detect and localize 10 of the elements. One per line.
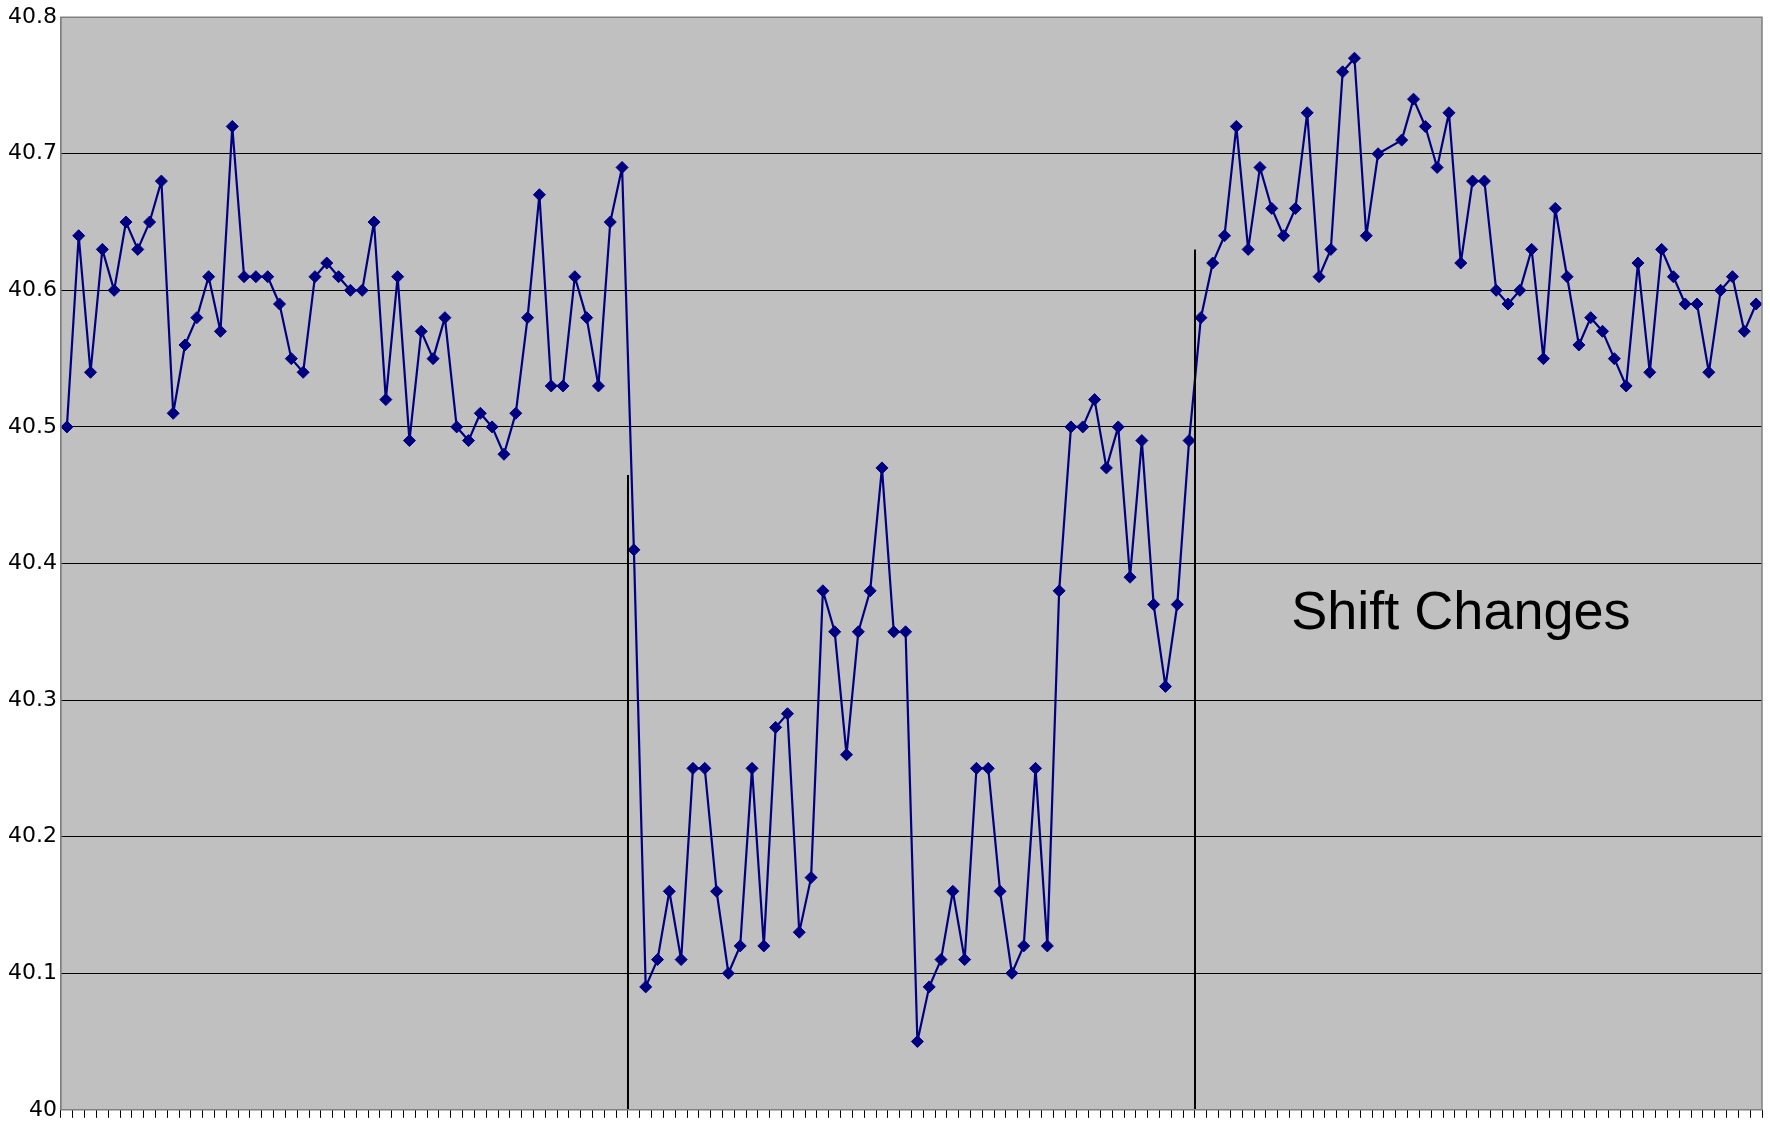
y-tick-label: 40 (28, 1095, 57, 1121)
y-tick-label: 40.2 (8, 822, 57, 848)
y-tick-label: 40.8 (8, 2, 57, 28)
y-tick-label: 40.3 (8, 685, 57, 711)
y-tick-label: 40.5 (8, 412, 57, 438)
y-tick-label: 40.6 (8, 276, 57, 302)
y-tick-label: 40.7 (8, 139, 57, 165)
y-tick-label: 40.1 (8, 958, 57, 984)
annotation: Shift Changes (1291, 579, 1631, 640)
y-tick-label: 40.4 (8, 549, 57, 575)
